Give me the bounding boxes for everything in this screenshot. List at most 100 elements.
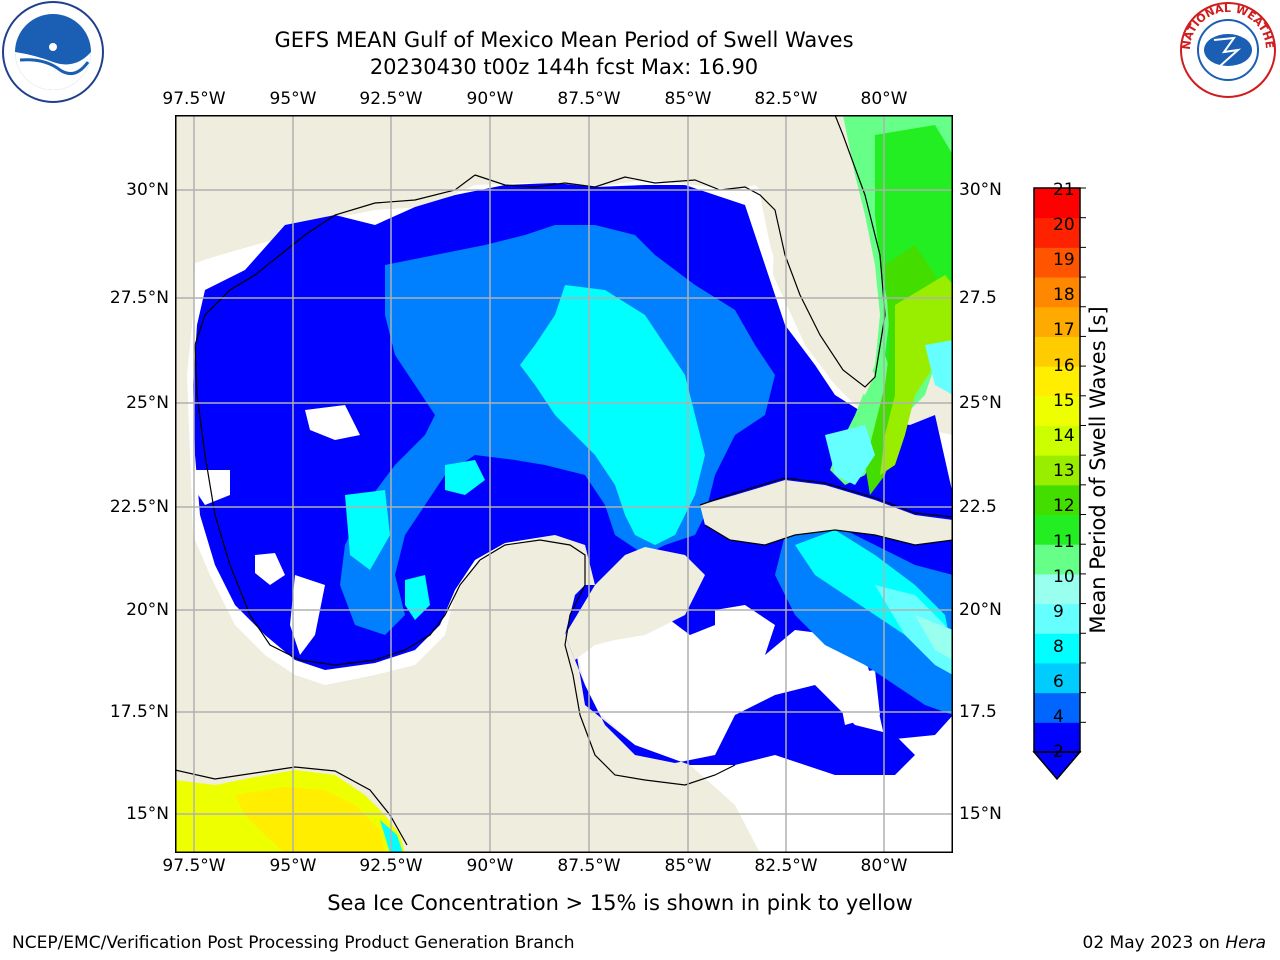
colorbar-tick-label: 20 bbox=[1053, 215, 1075, 235]
lon-label: 92.5°W bbox=[359, 856, 423, 876]
no-data-patch bbox=[715, 605, 775, 675]
sea-ice-caption: Sea Ice Concentration > 15% is shown in … bbox=[327, 891, 913, 915]
lat-label: 22.5°N bbox=[109, 497, 169, 517]
lat-label: 27.5 bbox=[959, 288, 997, 308]
no-data-patch bbox=[290, 575, 325, 655]
lon-label: 97.5°W bbox=[162, 89, 226, 109]
lon-label: 80°W bbox=[860, 856, 908, 876]
colorbar-swatch bbox=[1034, 455, 1080, 486]
lat-label: 17.5°N bbox=[109, 702, 169, 722]
national-weather-service-logo: NATIONAL WEATHER SERVICE bbox=[1176, 0, 1276, 98]
colorbar-swatch bbox=[1034, 544, 1080, 575]
colorbar-tick-label: 6 bbox=[1053, 672, 1064, 692]
colorbar-swatch bbox=[1034, 217, 1080, 248]
colorbar-tick-label: 16 bbox=[1053, 356, 1075, 376]
colorbar-title: Mean Period of Swell Waves [s] bbox=[1086, 306, 1110, 634]
colorbar-tick-label: 14 bbox=[1053, 426, 1075, 446]
colorbar-swatch bbox=[1034, 247, 1080, 278]
lat-label: 17.5 bbox=[959, 702, 997, 722]
chart-subtitle: 20230430 t00z 144h fcst Max: 16.90 bbox=[369, 55, 759, 79]
colorbar-tick-label: 12 bbox=[1053, 496, 1075, 516]
cuba-land bbox=[700, 480, 953, 545]
lat-label: 15°N bbox=[959, 804, 1002, 824]
no-data-patch bbox=[675, 675, 715, 715]
map-panel[interactable] bbox=[175, 115, 953, 853]
colorbar-tick-label: 4 bbox=[1053, 707, 1064, 727]
wave-period-6-8 bbox=[520, 285, 705, 545]
colorbar-tick-label: 17 bbox=[1053, 320, 1075, 340]
colorbar-swatch bbox=[1034, 306, 1080, 337]
chart-title: GEFS MEAN Gulf of Mexico Mean Period of … bbox=[274, 28, 854, 52]
wave-period-8-9 bbox=[825, 425, 875, 485]
lon-label: 82.5°W bbox=[754, 856, 818, 876]
colorbar-swatch bbox=[1034, 425, 1080, 456]
wave-period-13-14 bbox=[880, 275, 953, 475]
footer-date-text: 02 May 2023 on bbox=[1082, 933, 1226, 953]
colorbar-swatch bbox=[1034, 603, 1080, 634]
colorbar-tick-label: 21 bbox=[1053, 180, 1075, 200]
colorbar-tick-label: 11 bbox=[1053, 532, 1075, 552]
lon-label: 85°W bbox=[664, 856, 712, 876]
lon-label: 95°W bbox=[269, 856, 317, 876]
colorbar-tick-label: 15 bbox=[1053, 391, 1075, 411]
wave-period-6-8 bbox=[405, 575, 430, 620]
wave-period-6-8 bbox=[345, 490, 390, 570]
colorbar-tick-label: 9 bbox=[1053, 602, 1064, 622]
colorbar-swatch bbox=[1034, 366, 1080, 397]
colorbar-tick-label: 8 bbox=[1053, 637, 1064, 657]
no-data-patch bbox=[195, 470, 230, 505]
lat-label: 20°N bbox=[959, 600, 1002, 620]
footer-host: Hera bbox=[1225, 933, 1266, 953]
colorbar-swatch bbox=[1034, 692, 1080, 723]
lat-label: 22.5 bbox=[959, 497, 997, 517]
lon-label: 87.5°W bbox=[557, 89, 621, 109]
lon-label: 85°W bbox=[664, 89, 712, 109]
wave-period-8-9 bbox=[925, 340, 953, 395]
colorbar bbox=[1032, 187, 1086, 781]
footer-branch: NCEP/EMC/Verification Post Processing Pr… bbox=[12, 933, 575, 953]
lon-label: 87.5°W bbox=[557, 856, 621, 876]
lat-label: 25°N bbox=[959, 393, 1002, 413]
lat-label: 15°N bbox=[126, 804, 169, 824]
footer-date: 02 May 2023 on Hera bbox=[1083, 933, 1267, 953]
lat-label: 25°N bbox=[126, 393, 169, 413]
colorbar-swatch bbox=[1034, 277, 1080, 308]
lon-label: 97.5°W bbox=[162, 856, 226, 876]
wave-period-9-10 bbox=[915, 615, 953, 660]
lon-label: 82.5°W bbox=[754, 89, 818, 109]
noaa-logo bbox=[2, 1, 104, 103]
yucatan-land bbox=[565, 547, 705, 660]
colorbar-tick-label: 13 bbox=[1053, 461, 1075, 481]
florida-land bbox=[755, 145, 875, 395]
colorbar-frame bbox=[1033, 187, 1081, 753]
lon-label: 80°W bbox=[860, 89, 908, 109]
map-frame bbox=[175, 115, 953, 853]
lat-label: 20°N bbox=[126, 600, 169, 620]
lon-label: 90°W bbox=[466, 89, 514, 109]
colorbar-tick-label: 19 bbox=[1053, 250, 1075, 270]
colorbar-swatch bbox=[1034, 662, 1080, 694]
wave-period-6-8 bbox=[445, 460, 485, 495]
colorbar-swatch bbox=[1034, 514, 1080, 545]
colorbar-swatch bbox=[1034, 188, 1080, 219]
lat-label: 30°N bbox=[126, 180, 169, 200]
pacific-orange bbox=[235, 787, 385, 853]
graticule bbox=[175, 115, 953, 853]
colorbar-swatch bbox=[1034, 722, 1080, 753]
colorbar-swatch bbox=[1034, 336, 1080, 367]
colorbar-tick-label: 10 bbox=[1053, 567, 1075, 587]
colorbar-tick-label: 2 bbox=[1053, 742, 1064, 762]
no-data-patch bbox=[255, 553, 285, 585]
no-data-patch bbox=[305, 405, 360, 440]
colorbar-swatch bbox=[1034, 633, 1080, 664]
colorbar-tick-label: 18 bbox=[1053, 285, 1075, 305]
colorbar-swatch bbox=[1034, 573, 1080, 605]
wave-period-8-9 bbox=[875, 585, 953, 675]
lon-label: 92.5°W bbox=[359, 89, 423, 109]
lat-label: 27.5°N bbox=[109, 288, 169, 308]
lon-label: 90°W bbox=[466, 856, 514, 876]
lat-label: 30°N bbox=[959, 180, 1002, 200]
colorbar-swatch bbox=[1034, 484, 1080, 516]
lon-label: 95°W bbox=[269, 89, 317, 109]
colorbar-swatch bbox=[1034, 395, 1080, 426]
